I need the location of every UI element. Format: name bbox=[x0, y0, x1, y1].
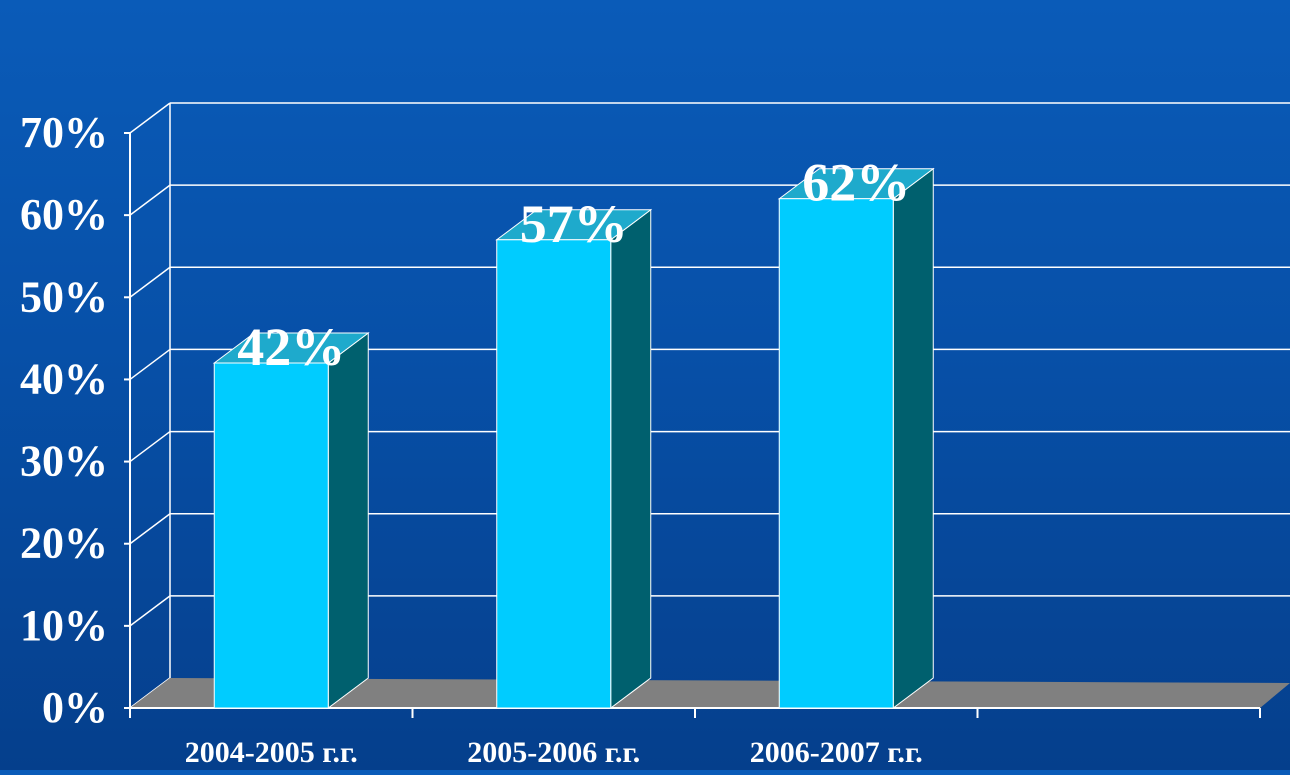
bar bbox=[778, 198, 894, 709]
y-tick-label: 70% bbox=[20, 108, 108, 157]
bar-side bbox=[610, 208, 652, 709]
data-label: 57% bbox=[520, 194, 628, 254]
y-tick-label: 30% bbox=[20, 437, 108, 486]
left-wall-gridline bbox=[129, 102, 171, 134]
bar-side bbox=[892, 167, 934, 709]
y-tick-label: 0% bbox=[42, 683, 108, 732]
y-tick-label: 20% bbox=[20, 519, 108, 568]
left-wall-gridline bbox=[129, 513, 171, 545]
bar-side bbox=[327, 332, 369, 709]
bar bbox=[213, 362, 329, 709]
bar bbox=[496, 239, 612, 709]
y-tick-label: 40% bbox=[20, 354, 108, 403]
x-tick-label: 2004-2005 г.г. bbox=[185, 736, 358, 769]
x-tick-label: 2005-2006 г.г. bbox=[467, 736, 640, 769]
data-label: 62% bbox=[802, 153, 910, 213]
chart-floor bbox=[130, 678, 1290, 708]
y-tick-label: 60% bbox=[20, 190, 108, 239]
left-wall-gridline bbox=[129, 430, 171, 463]
left-wall-gridline bbox=[129, 266, 171, 298]
left-wall-gridline bbox=[129, 184, 171, 216]
y-tick-label: 50% bbox=[20, 272, 108, 321]
data-label: 42% bbox=[237, 317, 345, 377]
y-tick-label: 10% bbox=[20, 601, 108, 650]
left-wall-gridline bbox=[129, 348, 171, 381]
x-tick-label: 2006-2007 г.г. bbox=[750, 736, 923, 769]
left-wall-gridline bbox=[129, 595, 171, 627]
